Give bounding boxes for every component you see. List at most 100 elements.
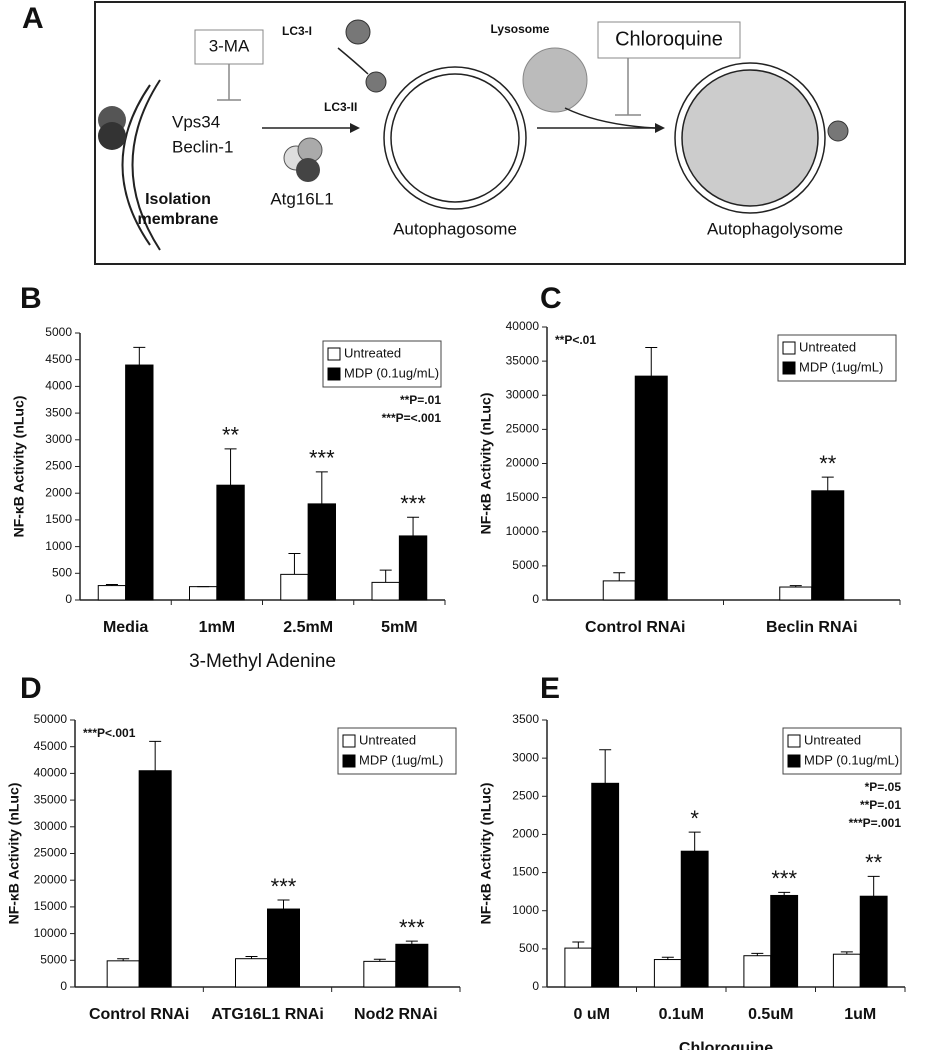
error-bar <box>224 448 237 486</box>
panel-label: A <box>22 2 44 35</box>
lysosome-label: Lysosome <box>491 22 550 36</box>
error-bar <box>379 569 392 583</box>
x-tick-label: 5mM <box>381 619 417 636</box>
bar <box>653 959 682 988</box>
x-tick-label: ATG16L1 RNAi <box>211 1006 324 1023</box>
lysosome <box>522 47 588 113</box>
bar <box>235 958 268 988</box>
legend-label: Untreated <box>344 345 401 360</box>
bar <box>125 364 154 601</box>
x-axis-label: 3-Methyl Adenine <box>189 651 336 672</box>
error-bar <box>105 584 118 586</box>
y-tick-label: 5000 <box>45 325 72 339</box>
error-bar <box>840 951 853 955</box>
significance-mark: ** <box>819 451 837 476</box>
x-tick-label: 2.5mM <box>283 619 333 636</box>
bar <box>743 955 772 988</box>
error-bar <box>751 952 764 956</box>
chart: E 0 500 1000 1500 2000 2500 3000 3500 NF-κB Activ… <box>478 672 906 1050</box>
legend-swatch <box>787 754 801 768</box>
legend-box <box>322 340 442 388</box>
x-tick-label: Control RNAi <box>585 619 685 636</box>
y-tick-label: 10000 <box>506 524 540 538</box>
panel-label: B <box>20 282 42 315</box>
y-tick-label: 5000 <box>512 558 539 572</box>
error-bar <box>288 553 301 575</box>
y-tick-label: 40000 <box>34 766 68 780</box>
bar <box>779 586 813 601</box>
y-tick-label: 4000 <box>45 379 72 393</box>
panel-label: C <box>540 282 562 315</box>
y-tick-label: 15000 <box>34 899 68 913</box>
error-bar <box>645 346 658 377</box>
y-tick-label: 500 <box>519 941 539 955</box>
significance-note: **P<.01 <box>555 333 596 347</box>
bar <box>634 375 668 601</box>
membrane-label: membrane <box>138 211 219 228</box>
legend-swatch <box>782 361 796 375</box>
bar <box>564 947 593 988</box>
bar <box>371 581 400 601</box>
lc3 <box>345 19 371 45</box>
bar <box>811 490 845 601</box>
y-tick-label: 0 <box>532 592 539 606</box>
bar <box>680 850 709 988</box>
legend-label: Untreated <box>799 339 856 354</box>
membrane-label: Isolation <box>145 191 211 208</box>
bar <box>591 782 620 988</box>
inhibitor-label: Chloroquine <box>615 28 723 50</box>
bar <box>395 943 429 988</box>
legend-swatch <box>342 734 356 748</box>
y-tick-label: 25000 <box>506 422 540 436</box>
autophagosome <box>390 73 520 203</box>
protein <box>98 122 126 150</box>
lc3 <box>827 120 849 142</box>
legend-swatch <box>342 754 356 768</box>
bar <box>832 953 861 988</box>
legend-swatch <box>327 347 341 361</box>
y-tick-label: 3000 <box>512 750 539 764</box>
significance-mark: *** <box>400 491 426 516</box>
arrow <box>337 47 369 75</box>
x-tick-label: 0.1uM <box>659 1006 704 1023</box>
y-tick-label: 500 <box>52 565 72 579</box>
stage-label: Autophagosome <box>393 219 517 238</box>
significance-note: *P=.05 <box>865 780 902 794</box>
significance-mark: *** <box>771 866 797 891</box>
atg-label: Atg16L1 <box>270 189 333 208</box>
bar <box>106 960 140 988</box>
bar <box>189 586 218 601</box>
y-tick-label: 0 <box>65 592 72 606</box>
legend-swatch <box>787 734 801 748</box>
y-tick-label: 1000 <box>45 539 72 553</box>
panel-label: E <box>540 672 560 705</box>
error-bar <box>867 875 880 897</box>
autophagolysosome <box>681 69 819 207</box>
protein <box>296 158 320 182</box>
y-tick-label: 15000 <box>506 490 540 504</box>
legend-box <box>782 727 902 775</box>
panel-label: D <box>20 672 42 705</box>
legend-label: Untreated <box>359 732 416 747</box>
x-tick-label: 0.5uM <box>748 1006 793 1023</box>
y-axis-label: NF-κB Activity (nLuc) <box>11 396 27 538</box>
error-bar <box>407 516 420 536</box>
arrow <box>564 107 656 129</box>
bar <box>138 770 172 988</box>
y-tick-label: 2000 <box>512 827 539 841</box>
significance-mark: *** <box>309 446 335 471</box>
y-tick-label: 3500 <box>512 712 539 726</box>
significance-mark: ** <box>865 850 883 875</box>
error-bar <box>149 740 162 771</box>
legend-box <box>337 727 457 775</box>
error-bar <box>778 891 791 896</box>
inhibitor-label: 3-MA <box>209 36 250 55</box>
y-tick-label: 45000 <box>34 739 68 753</box>
error-bar <box>789 585 802 588</box>
bar <box>770 894 799 988</box>
y-tick-label: 35000 <box>506 353 540 367</box>
y-tick-label: 3500 <box>45 405 72 419</box>
bar <box>307 503 336 601</box>
legend-box <box>777 334 897 382</box>
y-tick-label: 40000 <box>506 319 540 333</box>
